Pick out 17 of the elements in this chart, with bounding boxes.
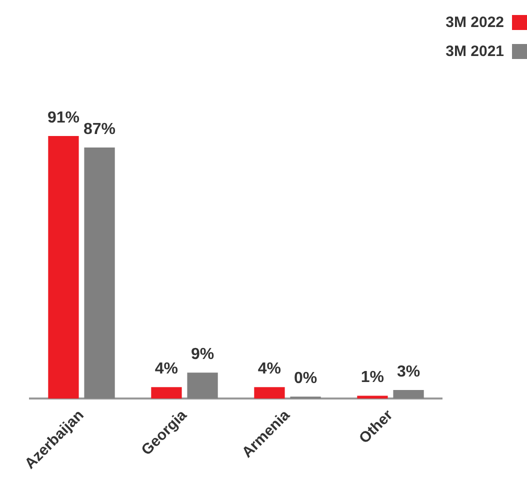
bar [357,396,388,399]
data-label: 3% [396,363,420,380]
bar [254,387,285,399]
bar [48,136,79,399]
data-label: 9% [190,346,214,364]
bar [187,372,218,399]
data-label: 1% [360,369,384,386]
data-label: 87% [84,120,116,138]
bar [151,387,182,399]
bar [393,390,424,399]
data-label: 4% [258,360,282,378]
legend-label: 3M 2021 [446,43,504,60]
legend-label: 3M 2022 [446,14,504,31]
data-label: 91% [47,109,80,126]
data-label: 4% [154,360,178,378]
data-label: 0% [294,370,318,388]
bar [84,148,115,399]
